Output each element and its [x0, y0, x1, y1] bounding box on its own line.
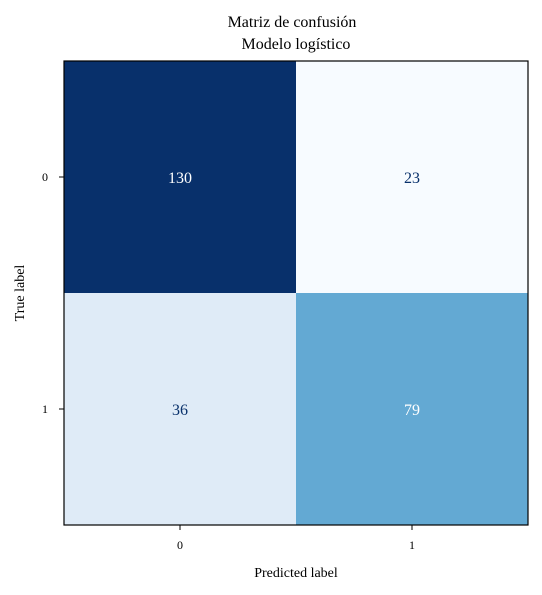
x-tick-label-1: 1 [409, 538, 415, 552]
cell-value-0-0: 130 [168, 170, 192, 187]
y-axis-label: True label [13, 265, 28, 322]
heatmap-cell-0-0 [64, 61, 297, 294]
y-axis-ticks: 01 [42, 170, 64, 416]
y-tick-label-1: 1 [42, 402, 48, 416]
heatmap-cell-1-0 [64, 293, 297, 526]
y-tick-label-0: 0 [42, 170, 48, 184]
heatmap-cell-1-1 [296, 293, 529, 526]
plot-frame [63, 60, 529, 526]
cell-value-0-1: 23 [404, 170, 420, 187]
chart-title: Matriz de confusión Modelo logístico [228, 14, 357, 53]
chart-title-line-1: Matriz de confusión [228, 14, 357, 31]
x-axis-label: Predicted label [254, 566, 338, 581]
chart-title-line-2: Modelo logístico [242, 36, 351, 53]
cell-value-1-1: 79 [404, 402, 420, 419]
cell-value-1-0: 36 [172, 402, 188, 419]
heatmap-cells [64, 61, 529, 526]
heatmap-cell-0-1 [296, 61, 529, 294]
cell-value-labels: 130 23 36 79 [168, 170, 420, 419]
x-tick-label-0: 0 [177, 538, 183, 552]
